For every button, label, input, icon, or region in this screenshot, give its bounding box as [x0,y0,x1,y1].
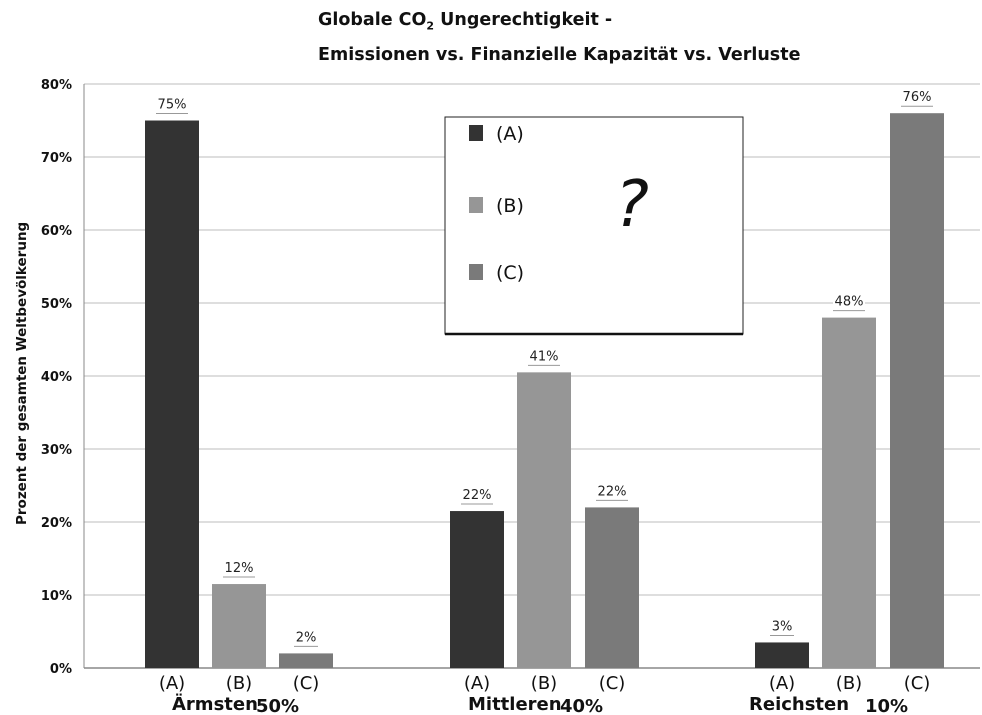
data-label: 22% [463,488,492,503]
bar-Mittleren-(B) [517,372,571,668]
data-label-box [596,480,628,501]
y-tick-label: 80% [41,78,72,93]
data-label-box [528,345,560,366]
data-label: 12% [225,561,254,576]
x-series-label: (A) [769,673,795,694]
x-series-label: (C) [904,673,931,694]
legend-swatch [469,197,483,213]
data-label-box [833,290,865,311]
data-label-box [901,86,933,107]
bar-Ärmsten-(C) [279,653,333,668]
y-tick-label: 40% [41,370,72,385]
legend-swatch [469,264,483,280]
bar-Mittleren-(A) [450,511,504,668]
data-label: 48% [835,295,864,310]
y-tick-label: 20% [41,516,72,531]
data-label-box [223,557,255,578]
legend-label: (B) [496,195,524,217]
x-group-suffix: 50% [256,696,299,715]
legend-label: (A) [496,123,524,145]
y-tick-label: 50% [41,297,72,312]
data-label: 22% [598,484,627,499]
question-mark: ? [615,168,649,242]
legend-box [444,116,744,335]
x-series-label: (B) [836,673,862,694]
x-group-label: Ärmsten [172,693,258,715]
x-series-label: (A) [464,673,490,694]
bar-Reichsten-(C) [890,113,944,668]
x-group-suffix: 10% [865,696,908,715]
chart-title-line-2: Emissionen vs. Finanzielle Kapazität vs.… [318,45,801,65]
bar-Ärmsten-(A) [145,120,199,668]
data-label-box [461,484,493,505]
x-group-label: Mittleren [468,694,562,715]
bar-Reichsten-(A) [755,642,809,668]
x-group-label: Reichsten [749,694,849,715]
data-label: 2% [296,630,317,645]
y-tick-label: 10% [41,589,72,604]
x-group-suffix: 40% [560,696,603,715]
y-tick-label: 0% [50,662,72,677]
y-tick-label: 30% [41,443,72,458]
data-label: 75% [158,98,187,113]
x-series-label: (C) [599,673,626,694]
x-series-label: (C) [293,673,320,694]
data-label-box [156,93,188,114]
x-series-label: (B) [226,673,252,694]
data-label: 76% [903,90,932,105]
bar-Reichsten-(B) [822,317,876,668]
bar-Ärmsten-(B) [212,584,266,668]
x-series-label: (A) [159,673,185,694]
data-label: 3% [772,619,793,634]
legend-swatch [469,125,483,141]
data-label: 41% [530,349,559,364]
data-label-box [294,626,318,647]
legend-label: (C) [496,262,524,284]
chart-title-line-1: Globale CO2 Ungerechtigkeit - [318,10,613,33]
y-tick-label: 60% [41,224,72,239]
y-tick-label: 70% [41,151,72,166]
x-series-label: (B) [531,673,557,694]
bar-Mittleren-(C) [585,507,639,668]
data-label-box [770,615,794,636]
